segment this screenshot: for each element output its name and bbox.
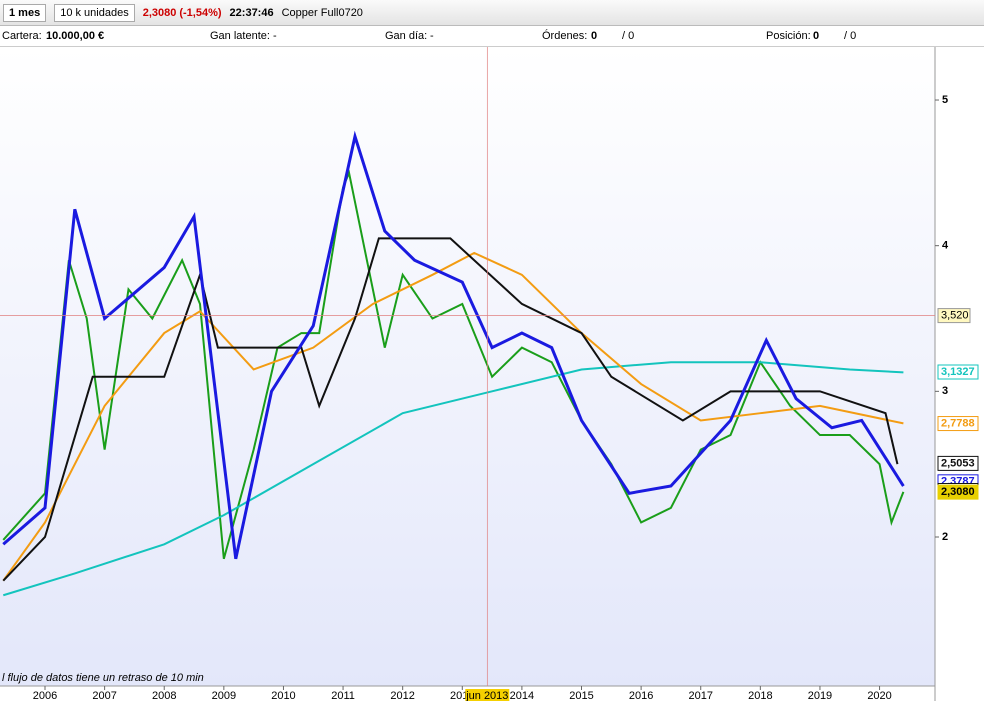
- x-tick-label: 2020: [867, 690, 891, 701]
- change: (-1,54%): [179, 6, 222, 19]
- value: / 0: [844, 30, 857, 42]
- plot-area: [0, 47, 935, 686]
- price-label-box: [937, 364, 979, 380]
- chart: l flujo de datos tiene un retraso de 10 …: [0, 47, 979, 701]
- x-tick-label: 2015: [569, 690, 593, 701]
- value: -: [273, 30, 277, 42]
- price-label-box: [937, 455, 979, 471]
- price-label: 2,5053: [941, 457, 975, 469]
- price: 2,3080: [142, 6, 177, 19]
- value: 0: [813, 30, 820, 42]
- x-tick-label: 2019: [808, 690, 832, 701]
- series-line: [2, 169, 905, 560]
- time: 22:37:46: [229, 6, 274, 19]
- x-tick-label: 2017: [688, 690, 712, 701]
- x-tick-label: 2013: [450, 690, 474, 701]
- label: Órdenes:: [542, 30, 588, 42]
- value: 10.000,00 €: [46, 30, 105, 42]
- x-tick-label: 2010: [271, 690, 295, 701]
- x-tick-label: 2012: [390, 690, 414, 701]
- x-tick-label: 2016: [629, 690, 653, 701]
- label: Cartera:: [2, 30, 42, 42]
- toolbar: 1 mes 10 k unidades 2,3080 (-1,54%) 22:3…: [0, 0, 984, 26]
- crosshair-x-label: jun 2013: [465, 690, 508, 701]
- value: 0: [591, 30, 598, 42]
- notice: l flujo de datos tiene un retraso de 10 …: [2, 672, 204, 684]
- y-tick-label: 5: [942, 94, 948, 106]
- x-tick-label: 2018: [748, 690, 772, 701]
- x-tick-label: 2009: [212, 690, 236, 701]
- price-label-box: [937, 484, 979, 500]
- label: Posición:: [766, 30, 811, 42]
- price-label: 3,1327: [941, 366, 975, 378]
- crosshair-x-box: [465, 689, 510, 701]
- crosshair-y-box: [937, 308, 971, 324]
- value: / 0: [622, 30, 635, 42]
- price-label-box: [937, 416, 979, 432]
- series-line: [2, 361, 904, 597]
- instrument: Copper Full0720: [281, 6, 363, 19]
- units-select[interactable]: 10 k unidades: [54, 3, 135, 22]
- y-tick-label: 4: [942, 240, 949, 252]
- label: Gan día:: [385, 30, 428, 42]
- y-tick-label: 3: [942, 385, 948, 397]
- y-tick-label: 2: [942, 531, 948, 543]
- series-line: [2, 237, 899, 582]
- series-line: [2, 251, 904, 582]
- x-tick-label: 2007: [92, 690, 116, 701]
- x-tick-label: 2008: [152, 690, 176, 701]
- crosshair-y-label: 3,520: [941, 309, 969, 321]
- value: -: [430, 30, 434, 42]
- price-label: 2,7788: [941, 417, 975, 429]
- label: Gan latente:: [210, 30, 270, 42]
- x-tick-label: 2011: [331, 690, 355, 701]
- info-bar: Cartera: 10.000,00 € Gan latente: - Gan …: [0, 26, 984, 47]
- price-label: 2,3080: [941, 486, 975, 498]
- x-tick-label: 2014: [510, 690, 534, 701]
- series-line: [2, 130, 905, 560]
- period-select[interactable]: 1 mes: [3, 3, 47, 22]
- x-tick-label: 2006: [33, 690, 57, 701]
